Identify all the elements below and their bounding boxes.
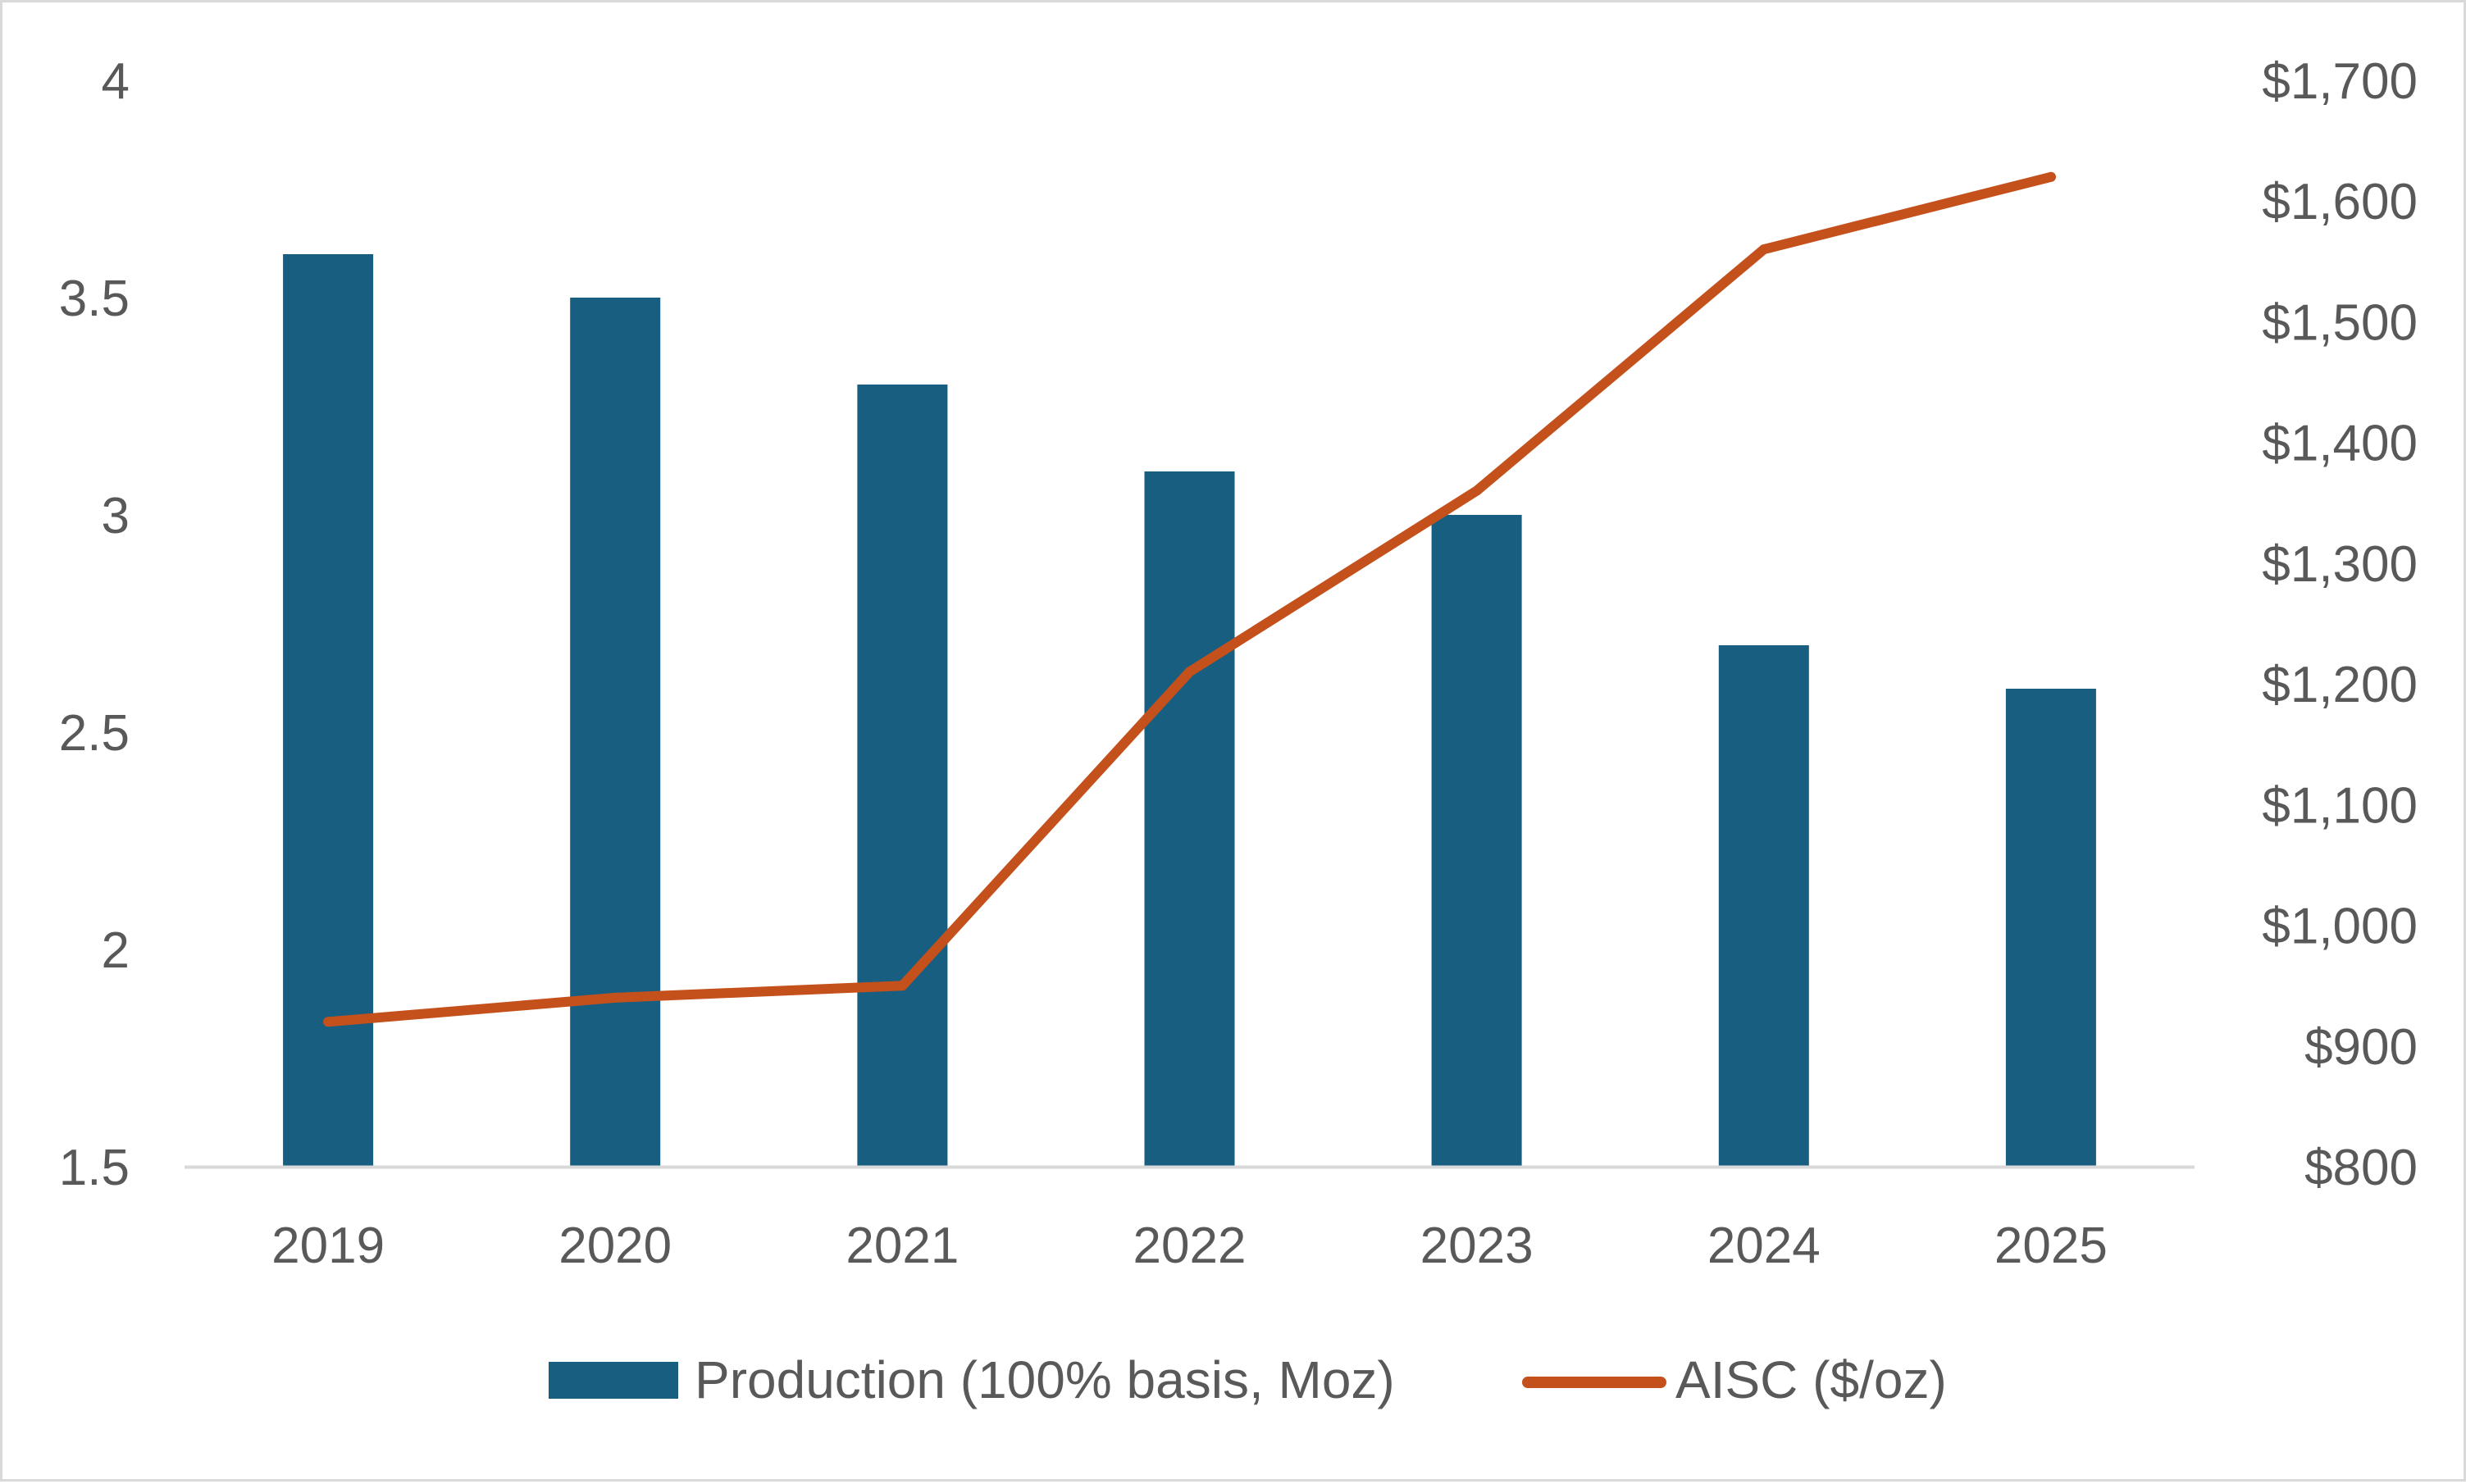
- aisc-point-2020: [610, 992, 621, 1003]
- aisc-point-2023: [1471, 485, 1482, 496]
- aisc-point-2019: [323, 1017, 334, 1027]
- right-y-tick-label: $1,400: [2262, 416, 2418, 472]
- x-tick-label: 2024: [1707, 1218, 1821, 1274]
- legend-label-production: Production (100% basis, Moz): [695, 1350, 1395, 1409]
- x-tick-label: 2021: [846, 1218, 959, 1274]
- right-y-tick-label: $1,700: [2262, 53, 2418, 110]
- aisc-point-2024: [1758, 244, 1769, 255]
- production-bar-2025: [2005, 689, 2096, 1167]
- left-y-tick-label: 3.5: [59, 271, 130, 327]
- left-y-tick-label: 1.5: [59, 1140, 130, 1196]
- right-y-tick-label: $1,000: [2262, 899, 2418, 955]
- right-y-tick-label: $1,100: [2262, 777, 2418, 834]
- x-tick-label: 2022: [1133, 1218, 1247, 1274]
- legend-swatch-production: [549, 1362, 678, 1399]
- left-y-tick-label: 3: [102, 488, 130, 544]
- x-tick-label: 2025: [1994, 1218, 2108, 1274]
- right-y-tick-label: $1,500: [2262, 294, 2418, 351]
- production-bar-2021: [857, 385, 948, 1167]
- production-bar-2023: [1431, 515, 1522, 1167]
- left-y-tick-label: 2.5: [59, 705, 130, 762]
- aisc-point-2022: [1184, 667, 1195, 677]
- right-y-tick-label: $900: [2304, 1019, 2418, 1076]
- x-tick-label: 2019: [271, 1218, 385, 1274]
- aisc-line-layer: [323, 171, 2056, 1027]
- right-y-tick-label: $1,200: [2262, 657, 2418, 713]
- aisc-point-2025: [2045, 171, 2056, 182]
- production-bars: [283, 254, 2096, 1167]
- left-y-tick-label: 4: [102, 53, 130, 110]
- legend-label-aisc: AISC ($/oz): [1675, 1350, 1947, 1409]
- legend: Production (100% basis, Moz) AISC ($/oz): [549, 1350, 1947, 1409]
- right-y-tick-label: $800: [2304, 1140, 2418, 1196]
- production-bar-2022: [1144, 471, 1235, 1167]
- production-bar-2020: [570, 298, 661, 1167]
- right-y-axis: $800 $900 $1,000 $1,100 $1,200 $1,300 $1,400 $1…: [2262, 53, 2418, 1196]
- production-bar-2024: [1718, 645, 1809, 1167]
- x-axis: 2019 2020 2021 2022 2023 2024 2025: [271, 1218, 2108, 1274]
- right-y-tick-label: $1,300: [2262, 536, 2418, 593]
- aisc-point-2021: [897, 981, 908, 991]
- left-y-axis: 1.5 2 2.5 3 3.5 4: [59, 53, 130, 1196]
- left-y-tick-label: 2: [102, 922, 130, 979]
- production-bar-2019: [283, 254, 374, 1167]
- x-tick-label: 2023: [1420, 1218, 1534, 1274]
- x-tick-label: 2020: [558, 1218, 672, 1274]
- right-y-tick-label: $1,600: [2262, 174, 2418, 230]
